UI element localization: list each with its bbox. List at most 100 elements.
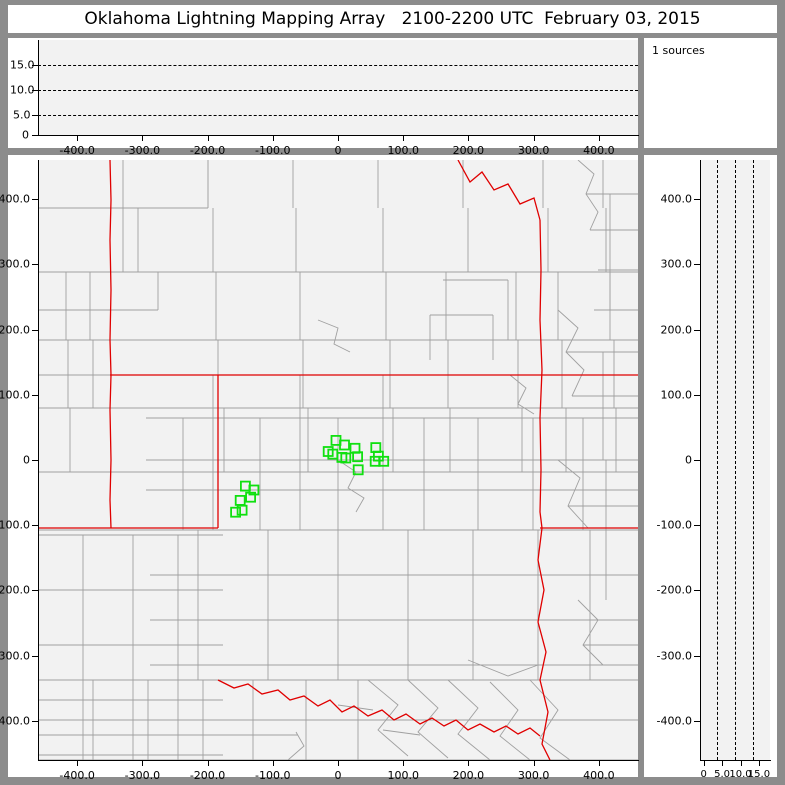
top-ylabel-5: 5.0 xyxy=(13,108,31,122)
gridline-5 xyxy=(38,115,638,116)
top-xtick-0 xyxy=(77,135,79,141)
plot-plan-view-map[interactable] xyxy=(38,160,638,760)
top-xtick-7 xyxy=(533,135,535,141)
right-xtick-0 xyxy=(703,760,705,766)
right-ylabel-3: -100.0 xyxy=(656,518,692,532)
right-ylabel-6: 200.0 xyxy=(660,323,693,337)
map-ytick-0 xyxy=(32,720,39,722)
map-ylabel-8: 400.0 xyxy=(0,192,30,206)
map-ylabel-6: 200.0 xyxy=(0,323,30,337)
right-ytick-5 xyxy=(694,394,701,396)
map-xlabel-3: -100.0 xyxy=(255,769,291,782)
top-ylabel-10: 10.0 xyxy=(10,83,35,97)
right-xlabel-2: 10.0 xyxy=(729,769,752,780)
map-xlabel-2: -200.0 xyxy=(189,769,226,782)
map-xtick-4 xyxy=(338,760,339,766)
map-xtick-1 xyxy=(142,760,144,766)
map-ylabel-5: 100.0 xyxy=(0,388,30,402)
top-xtick-8 xyxy=(598,135,600,141)
source-marker xyxy=(230,506,242,518)
top-xlabel-7: 300.0 xyxy=(517,144,550,157)
top-xtick-2 xyxy=(207,135,209,141)
map-ytick-6 xyxy=(32,329,39,331)
source-marker xyxy=(236,504,248,516)
right-xlabel-1: 5.0 xyxy=(714,769,731,780)
map-xlabel-4: 0 xyxy=(334,769,342,782)
top-ytick-0 xyxy=(32,135,39,136)
panel-source-count: 1 sources xyxy=(644,38,777,148)
right-ytick-6 xyxy=(694,329,701,331)
map-ytick-3 xyxy=(32,525,39,527)
map-xlabel-5: 100.0 xyxy=(387,769,419,782)
right-ylabel-8: 400.0 xyxy=(660,192,693,206)
top-xlabel-0: -400.0 xyxy=(59,144,95,157)
top-xtick-4 xyxy=(338,135,339,141)
right-xlabel-0: 0 xyxy=(700,769,707,780)
map-xtick-3 xyxy=(272,760,274,766)
map-xtick-8 xyxy=(598,760,600,766)
map-xlabel-7: 300.0 xyxy=(517,769,550,782)
map-xtick-7 xyxy=(533,760,535,766)
page-title: Oklahoma Lightning Mapping Array 2100-22… xyxy=(84,9,701,29)
map-ylabel-7: 300.0 xyxy=(0,257,30,271)
right-ytick-2 xyxy=(694,590,701,592)
top-xlabel-1: -300.0 xyxy=(124,144,161,157)
source-marker xyxy=(339,439,350,451)
right-ytick-0 xyxy=(694,720,701,722)
top-xtick-5 xyxy=(403,135,405,141)
right-ylabel-1: -300.0 xyxy=(656,649,692,663)
right-xlabel-3: 15.0 xyxy=(747,769,771,780)
map-ytick-7 xyxy=(32,264,39,266)
top-xlabel-2: -200.0 xyxy=(189,144,226,157)
right-xtick-3 xyxy=(758,760,760,766)
gridline-v-15 xyxy=(753,160,754,760)
right-ytick-8 xyxy=(694,199,701,201)
gridline-v-5 xyxy=(717,160,718,760)
gridline-10 xyxy=(38,90,638,91)
right-xtick-1 xyxy=(722,760,724,766)
map-xtick-2 xyxy=(207,760,209,766)
state-borders xyxy=(38,160,638,760)
top-xlabel-3: -100.0 xyxy=(255,144,291,157)
source-count-label: 1 sources xyxy=(652,44,705,57)
map-ylabel-2: -200.0 xyxy=(0,583,30,597)
map-ylabel-4: 0 xyxy=(23,453,30,467)
right-ylabel-4: 0 xyxy=(685,453,692,467)
gridline-15 xyxy=(38,65,638,66)
map-xtick-6 xyxy=(468,760,470,766)
right-ytick-4 xyxy=(694,460,701,461)
top-ylabel-0: 0 xyxy=(22,128,29,142)
right-ylabel-5: 100.0 xyxy=(660,388,693,402)
gridline-v-10 xyxy=(735,160,736,760)
map-ylabel-3: -100.0 xyxy=(0,518,30,532)
vhf-source-markers xyxy=(230,434,390,518)
top-ytick-10 xyxy=(32,90,39,91)
top-ytick-15 xyxy=(32,65,39,66)
source-marker xyxy=(352,451,364,463)
top-xlabel-8: 400.0 xyxy=(583,144,615,157)
top-xtick-3 xyxy=(272,135,274,141)
map-svg xyxy=(38,160,638,760)
top-xlabel-4: 0 xyxy=(334,144,342,157)
source-marker xyxy=(378,455,390,467)
map-xlabel-6: 200.0 xyxy=(452,769,485,782)
figure-title-bar: Oklahoma Lightning Mapping Array 2100-22… xyxy=(8,5,777,33)
source-marker xyxy=(248,484,260,496)
map-ytick-1 xyxy=(32,655,39,657)
source-marker xyxy=(352,464,364,476)
map-xlabel-0: -400.0 xyxy=(59,769,95,782)
right-ytick-7 xyxy=(694,264,701,266)
plot-altitude-vs-north xyxy=(700,160,770,760)
map-xtick-0 xyxy=(77,760,79,766)
right-ytick-3 xyxy=(694,525,701,527)
top-xtick-6 xyxy=(468,135,470,141)
top-xlabel-5: 100.0 xyxy=(387,144,419,157)
top-ylabel-15: 15.0 xyxy=(10,58,35,72)
source-marker xyxy=(340,452,352,464)
right-ytick-1 xyxy=(694,655,701,657)
map-ytick-8 xyxy=(32,199,39,201)
map-xtick-5 xyxy=(403,760,405,766)
map-ytick-5 xyxy=(32,394,39,396)
map-ytick-2 xyxy=(32,590,39,592)
